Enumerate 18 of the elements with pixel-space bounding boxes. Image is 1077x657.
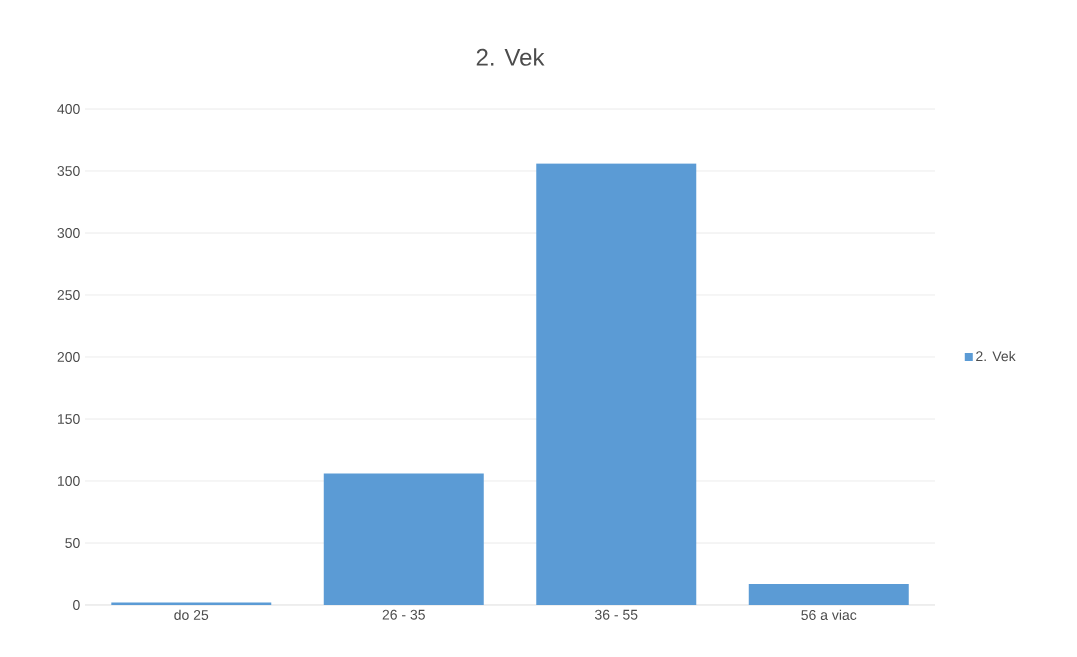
- chart-title: 2. Vek: [476, 48, 545, 66]
- y-tick-label: 0: [73, 600, 80, 610]
- y-tick-label: 100: [58, 476, 80, 486]
- y-tick-label: 250: [57, 290, 80, 300]
- y-tick-label: 300: [57, 228, 80, 238]
- x-tick-label: do 25: [174, 609, 209, 620]
- y-tick-label: 350: [57, 166, 80, 176]
- y-tick-label: 50: [65, 538, 80, 548]
- x-tick-label: 36 - 55: [594, 609, 638, 620]
- bar: [323, 473, 484, 605]
- x-tick-label: 26 - 35: [382, 609, 425, 620]
- legend-label: 2. Vek: [976, 350, 1016, 362]
- y-tick-label: 150: [58, 414, 80, 424]
- bar: [748, 583, 909, 605]
- y-tick-label: 200: [57, 352, 80, 362]
- y-tick-label: 400: [57, 104, 80, 114]
- x-tick-label: 56 a viac: [801, 609, 857, 620]
- bar: [536, 163, 697, 605]
